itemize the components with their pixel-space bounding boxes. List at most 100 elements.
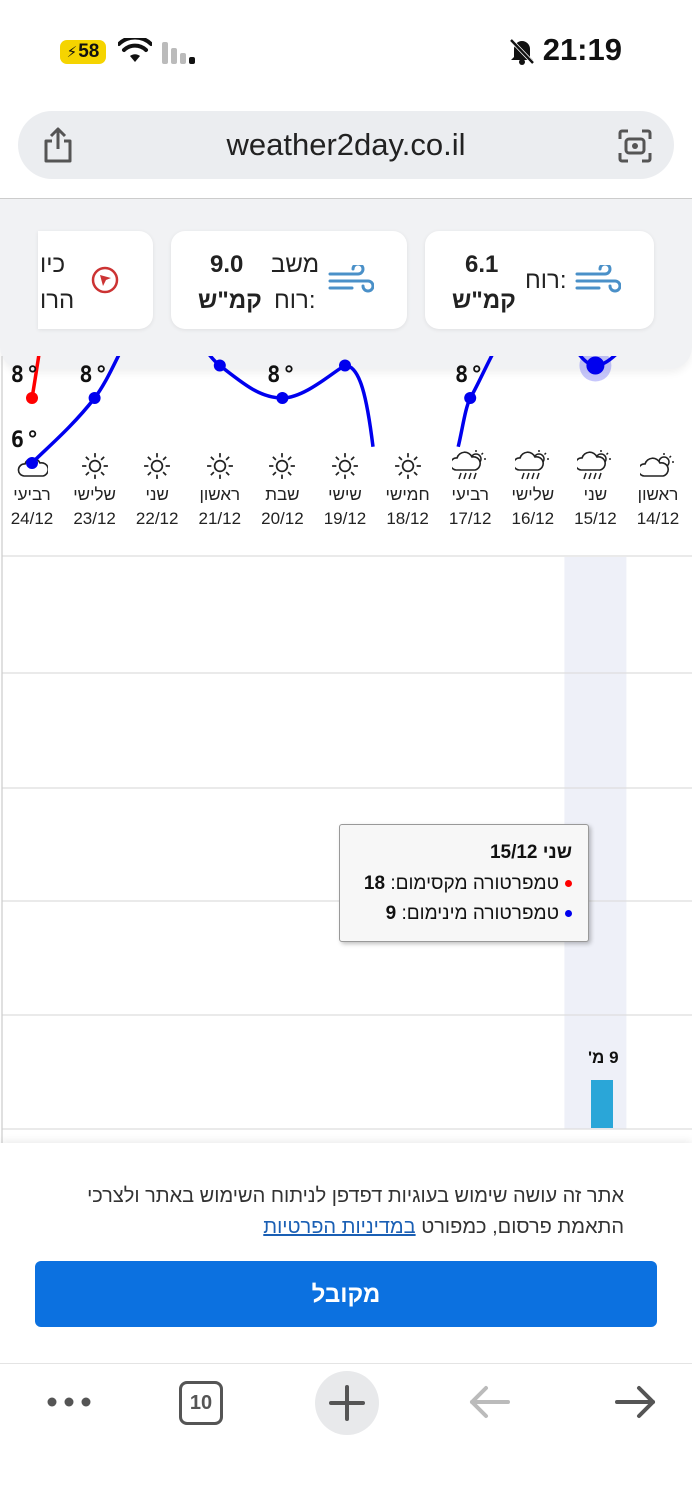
- min-temp-line: [468, 356, 617, 399]
- camera-search-icon[interactable]: [618, 129, 652, 163]
- rain-sun-icon: [502, 449, 564, 483]
- wind-icon: [575, 265, 621, 293]
- wind-direction-card: כיו הרו: [38, 231, 153, 329]
- wind-card: רוח: 6.1 קמ"ש: [425, 231, 654, 329]
- day-column[interactable]: שני 22/12: [126, 449, 188, 529]
- day-date: 19/12: [323, 509, 367, 528]
- day-name: חמישי: [385, 485, 430, 504]
- signal-icon: [162, 42, 195, 64]
- wind-label: רוח:: [525, 267, 567, 294]
- day-name: שני: [145, 485, 169, 504]
- tooltip-title: שני 15/12: [489, 842, 572, 863]
- partial-bar: [591, 1080, 613, 1128]
- sun-icon: [189, 449, 251, 483]
- share-icon[interactable]: [42, 127, 74, 163]
- url-text[interactable]: weather2day.co.il: [226, 127, 466, 162]
- day-date: 16/12: [511, 509, 555, 528]
- current-conditions-strip: רוח: 6.1 קמ"ש משב רוח: 9.0 קמ"ש כיו הרו: [0, 199, 692, 369]
- day-date: 22/12: [135, 509, 179, 528]
- sun-icon: [377, 449, 439, 483]
- accept-cookies-button[interactable]: מקובל: [35, 1261, 657, 1327]
- max-dot-icon: [565, 880, 572, 888]
- min-temp-point: [464, 392, 477, 404]
- sun-icon: [64, 449, 126, 483]
- new-tab-button[interactable]: [315, 1371, 379, 1435]
- tooltip-min-value: 9: [385, 903, 397, 924]
- partial-label: 9 מ': [588, 1048, 619, 1067]
- gust-card: משב רוח: 9.0 קמ"ש: [171, 231, 407, 329]
- day-name: שני: [583, 485, 608, 504]
- rain-sun-icon: [439, 449, 501, 483]
- min-temp-point: [276, 392, 289, 404]
- day-date: 23/12: [73, 509, 116, 528]
- tooltip-min-row: טמפרטורה מינימום: 9: [386, 903, 572, 925]
- wind-unit: קמ"ש: [452, 287, 516, 314]
- browser-toolbar: 10: [0, 1363, 692, 1501]
- gust-label: רוח:: [274, 287, 316, 314]
- day-date: 24/12: [10, 509, 54, 528]
- day-column[interactable]: שני 15/12: [564, 449, 626, 529]
- rain-sun-icon: [564, 449, 626, 483]
- day-column[interactable]: חמישי 18/12: [377, 449, 439, 529]
- tooltip-min-label: טמפרטורה מינימום:: [401, 903, 559, 924]
- min-temp-point: [213, 359, 226, 372]
- gust-unit: קמ"ש: [198, 287, 262, 314]
- direction-label: הרו: [40, 287, 75, 314]
- charging-icon: ⚡: [66, 44, 78, 61]
- day-column[interactable]: שלישי 23/12: [64, 449, 126, 529]
- day-column[interactable]: שבת 20/12: [251, 449, 313, 529]
- day-name: שלישי: [511, 485, 555, 504]
- day-name: שבת: [265, 485, 300, 504]
- min-temp-line-tail: [344, 363, 375, 447]
- day-date: 21/12: [198, 509, 242, 528]
- min-temp-label: 8°: [79, 363, 110, 388]
- day-column[interactable]: ראשון 14/12: [627, 449, 689, 529]
- forward-arrow-icon[interactable]: [613, 1384, 657, 1420]
- clock: 21:19: [542, 32, 622, 67]
- sun-icon: [126, 449, 188, 483]
- min-temp-label: 8°: [455, 363, 486, 388]
- day-date: 18/12: [386, 509, 429, 528]
- min-temp-point: [26, 457, 38, 469]
- wind-icon: [328, 265, 374, 293]
- min-temp-point: [339, 359, 351, 372]
- day-date: 17/12: [448, 509, 492, 528]
- day-name: רביעי: [451, 485, 489, 504]
- tabs-button[interactable]: 10: [179, 1381, 223, 1425]
- forecast-days-header: ראשון 14/12 שני 15/12 שלישי 16/12 רביעי 17/1…: [0, 449, 692, 549]
- back-arrow-icon[interactable]: [468, 1384, 512, 1420]
- plus-icon: [329, 1385, 365, 1421]
- day-date: 15/12: [574, 509, 617, 528]
- address-bar[interactable]: weather2day.co.il: [18, 111, 674, 179]
- tooltip-max-row: טמפרטורה מקסימום: 18: [364, 873, 572, 895]
- min-temp-label: 8°: [267, 363, 298, 388]
- max-temp-label: 8°: [11, 363, 42, 388]
- sun-icon: [251, 449, 313, 483]
- more-icon[interactable]: [46, 1390, 92, 1414]
- wind-value: 6.1: [465, 251, 499, 278]
- day-name: שישי: [328, 485, 362, 504]
- cookie-text: אתר זה עושה שימוש בעוגיות דפדפן לניתוח ה…: [87, 1185, 624, 1238]
- tab-count: 10: [189, 1392, 213, 1414]
- chart-tooltip: שני 15/12 טמפרטורה מקסימום: 18 טמפרטורה …: [339, 824, 589, 942]
- tooltip-max-label: טמפרטורה מקסימום:: [390, 873, 559, 894]
- min-temp-line-tail: [456, 397, 472, 448]
- cookie-banner: אתר זה עושה שימוש בעוגיות דפדפן לניתוח ה…: [0, 1143, 692, 1363]
- battery-indicator: ⚡ 58: [60, 40, 106, 64]
- day-name: שלישי: [73, 485, 116, 504]
- day-name: ראשון: [199, 485, 241, 504]
- day-column[interactable]: שלישי 16/12: [502, 449, 564, 529]
- gust-value: 9.0: [210, 251, 244, 278]
- day-date: 20/12: [261, 509, 304, 528]
- privacy-policy-link[interactable]: במדיניות הפרטיות: [263, 1216, 416, 1238]
- max-temp-point: [26, 392, 38, 404]
- day-column[interactable]: ראשון 21/12: [189, 449, 251, 529]
- day-column[interactable]: שישי 19/12: [314, 449, 376, 529]
- status-bar: ⚡ 58 21:19: [0, 0, 692, 100]
- wifi-icon: [118, 38, 152, 62]
- day-column[interactable]: רביעי 17/12: [439, 449, 501, 529]
- temperature-chart: 20°18°18°16°18°19°20°21°21°19°8°11°9°11°…: [1, 356, 692, 1143]
- tooltip-max-value: 18: [363, 873, 386, 894]
- bell-muted-icon: [509, 38, 535, 65]
- day-name: ראשון: [637, 485, 679, 504]
